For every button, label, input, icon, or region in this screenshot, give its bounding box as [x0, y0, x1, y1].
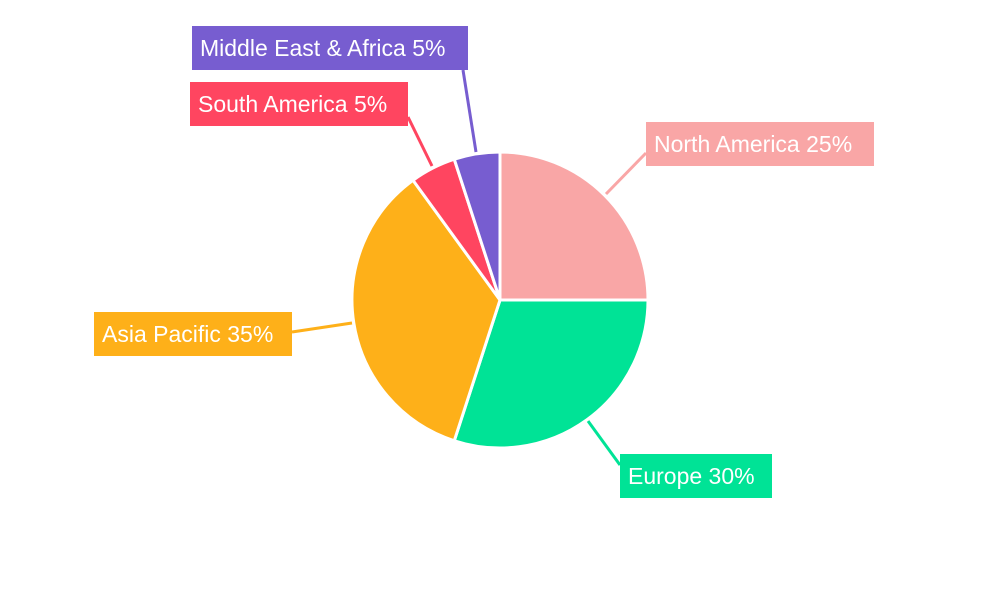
data-label-box: [620, 454, 772, 498]
leader-line: [291, 321, 353, 334]
leader-line: [586, 420, 622, 466]
labels: North America 25% Europe 30% Asia Pacific …: [94, 26, 874, 498]
data-label: North America 25%: [654, 131, 852, 157]
data-label-box: [646, 122, 874, 166]
pie-slice-middle-east-africa[interactable]: [452, 150, 502, 302]
data-label-box: [190, 82, 408, 126]
leader-line: [604, 151, 648, 196]
data-label: Middle East & Africa 5%: [200, 35, 445, 61]
data-label: Asia Pacific 35%: [102, 321, 273, 347]
data-label: Europe 30%: [628, 463, 755, 489]
pie-slice-europe[interactable]: [452, 298, 650, 450]
leader-line: [461, 69, 478, 153]
data-label-box: [94, 312, 292, 356]
data-label-box: [192, 26, 468, 70]
leader-line: [406, 116, 434, 167]
data-label: South America 5%: [198, 91, 387, 117]
pie-slice-north-america[interactable]: [498, 150, 650, 302]
slices: [350, 150, 650, 450]
pie-slice-asia-pacific[interactable]: [350, 178, 502, 443]
